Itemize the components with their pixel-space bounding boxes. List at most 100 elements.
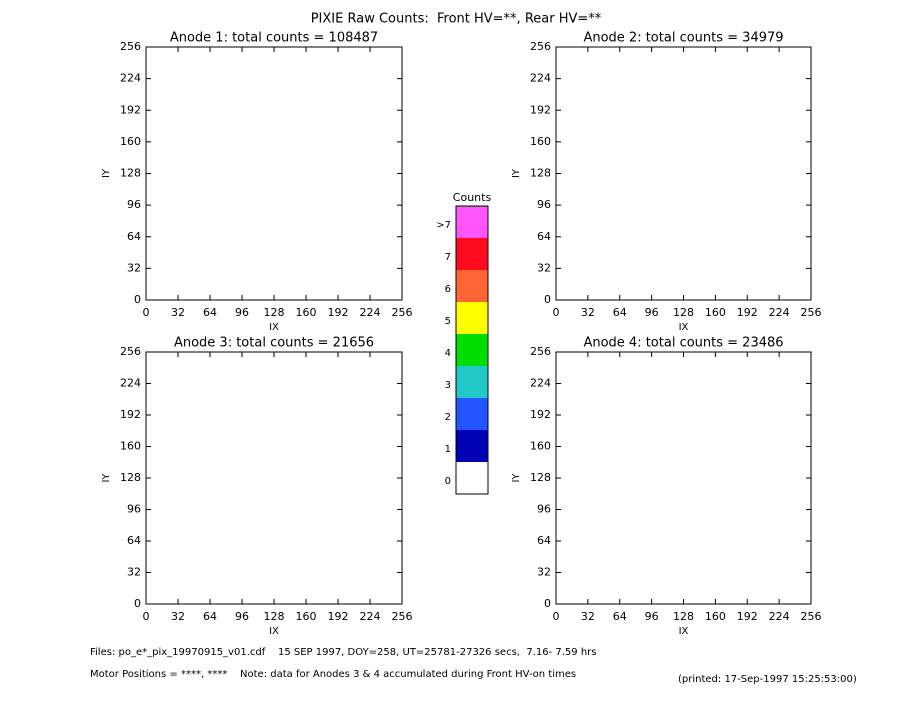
panel-title: Anode 4: total counts = 23486 bbox=[583, 336, 783, 351]
y-tick-label: 96 bbox=[127, 503, 141, 516]
x-tick-label: 64 bbox=[613, 610, 627, 623]
x-tick-label: 128 bbox=[673, 306, 694, 319]
x-tick-label: 160 bbox=[705, 610, 726, 623]
colorbar-label: 4 bbox=[445, 348, 451, 359]
x-tick-label: 96 bbox=[645, 610, 659, 623]
y-tick-label: 64 bbox=[537, 230, 551, 243]
colorbar-swatch bbox=[456, 462, 488, 494]
x-tick-label: 224 bbox=[769, 610, 790, 623]
x-tick-label: 192 bbox=[737, 610, 758, 623]
colorbar-frame bbox=[455, 205, 489, 495]
x-tick-label: 160 bbox=[296, 306, 317, 319]
footer-printed: (printed: 17-Sep-1997 15:25:53:00) bbox=[678, 674, 857, 685]
colorbar-label: 3 bbox=[445, 380, 451, 391]
y-tick-label: 128 bbox=[530, 471, 551, 484]
x-axis-label: IX bbox=[679, 626, 689, 637]
x-tick-label: 32 bbox=[171, 610, 185, 623]
y-axis-label: IY bbox=[511, 168, 522, 178]
colorbar-swatch bbox=[456, 398, 488, 430]
x-tick-label: 256 bbox=[392, 610, 413, 623]
y-tick-label: 96 bbox=[127, 198, 141, 211]
y-tick-label: 192 bbox=[120, 103, 141, 116]
colorbar-label: 6 bbox=[445, 284, 451, 295]
colorbar-label: 7 bbox=[445, 252, 451, 263]
x-axis-label: IX bbox=[269, 626, 279, 637]
colorbar-swatch bbox=[456, 270, 488, 302]
colorbar-label: >7 bbox=[436, 220, 451, 231]
x-tick-label: 0 bbox=[143, 306, 150, 319]
x-tick-label: 256 bbox=[801, 306, 822, 319]
x-tick-label: 64 bbox=[203, 306, 217, 319]
x-tick-label: 224 bbox=[360, 306, 381, 319]
y-tick-label: 256 bbox=[120, 40, 141, 53]
x-tick-label: 128 bbox=[264, 610, 285, 623]
y-axis-label: IY bbox=[101, 473, 112, 483]
panel-title: Anode 1: total counts = 108487 bbox=[170, 31, 378, 46]
y-tick-label: 64 bbox=[537, 534, 551, 547]
x-tick-label: 96 bbox=[235, 306, 249, 319]
y-tick-label: 224 bbox=[530, 72, 551, 85]
x-tick-label: 0 bbox=[143, 610, 150, 623]
x-tick-label: 128 bbox=[264, 306, 285, 319]
y-tick-label: 160 bbox=[120, 440, 141, 453]
y-tick-label: 256 bbox=[530, 345, 551, 358]
y-tick-label: 192 bbox=[120, 408, 141, 421]
y-tick-label: 0 bbox=[544, 293, 551, 306]
y-tick-label: 32 bbox=[127, 566, 141, 579]
y-tick-label: 32 bbox=[127, 261, 141, 274]
x-tick-label: 0 bbox=[553, 306, 560, 319]
y-tick-label: 128 bbox=[120, 471, 141, 484]
y-tick-label: 224 bbox=[530, 377, 551, 390]
x-tick-label: 160 bbox=[296, 610, 317, 623]
footer-files: Files: po_e*_pix_19970915_v01.cdf 15 SEP… bbox=[90, 647, 596, 658]
y-tick-label: 192 bbox=[530, 103, 551, 116]
y-tick-label: 96 bbox=[537, 198, 551, 211]
y-tick-label: 256 bbox=[120, 345, 141, 358]
x-tick-label: 192 bbox=[737, 306, 758, 319]
y-tick-label: 192 bbox=[530, 408, 551, 421]
colorbar-swatch bbox=[456, 366, 488, 398]
x-axis-label: IX bbox=[269, 322, 279, 333]
y-tick-label: 64 bbox=[127, 534, 141, 547]
colorbar-label: 0 bbox=[445, 476, 451, 487]
colorbar-label: 1 bbox=[445, 444, 451, 455]
y-tick-label: 224 bbox=[120, 72, 141, 85]
x-tick-label: 256 bbox=[801, 610, 822, 623]
y-tick-label: 160 bbox=[530, 135, 551, 148]
x-tick-label: 192 bbox=[328, 610, 349, 623]
panel-title: Anode 3: total counts = 21656 bbox=[174, 336, 374, 351]
x-tick-label: 96 bbox=[235, 610, 249, 623]
x-tick-label: 32 bbox=[581, 610, 595, 623]
x-tick-label: 64 bbox=[203, 610, 217, 623]
x-tick-label: 160 bbox=[705, 306, 726, 319]
y-axis-label: IY bbox=[511, 473, 522, 483]
y-tick-label: 32 bbox=[537, 566, 551, 579]
y-tick-label: 64 bbox=[127, 230, 141, 243]
y-axis-label: IY bbox=[101, 168, 112, 178]
colorbar-swatch bbox=[456, 430, 488, 462]
y-tick-label: 256 bbox=[530, 40, 551, 53]
x-tick-label: 224 bbox=[360, 610, 381, 623]
y-tick-label: 0 bbox=[134, 293, 141, 306]
colorbar-label: 5 bbox=[445, 316, 451, 327]
x-tick-label: 96 bbox=[645, 306, 659, 319]
y-tick-label: 32 bbox=[537, 261, 551, 274]
footer-motor: Motor Positions = ****, **** Note: data … bbox=[90, 669, 576, 680]
x-tick-label: 192 bbox=[328, 306, 349, 319]
y-tick-label: 160 bbox=[120, 135, 141, 148]
x-axis-label: IX bbox=[679, 322, 689, 333]
figure-title: PIXIE Raw Counts: Front HV=**, Rear HV=*… bbox=[311, 12, 602, 27]
y-tick-label: 96 bbox=[537, 503, 551, 516]
x-tick-label: 256 bbox=[392, 306, 413, 319]
panel-title: Anode 2: total counts = 34979 bbox=[583, 31, 783, 46]
y-tick-label: 0 bbox=[134, 597, 141, 610]
x-tick-label: 128 bbox=[673, 610, 694, 623]
colorbar-swatch bbox=[456, 238, 488, 270]
y-tick-label: 160 bbox=[530, 440, 551, 453]
x-tick-label: 32 bbox=[581, 306, 595, 319]
y-tick-label: 224 bbox=[120, 377, 141, 390]
colorbar-title: Counts bbox=[453, 191, 492, 204]
y-tick-label: 128 bbox=[120, 167, 141, 180]
